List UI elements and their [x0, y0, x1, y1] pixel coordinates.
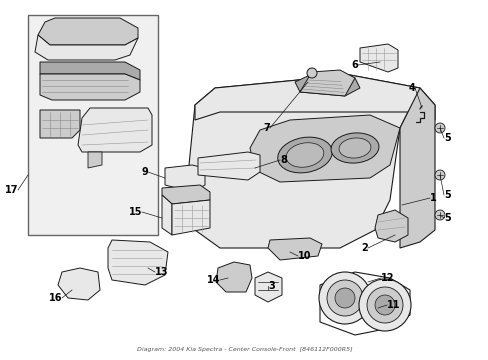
- Polygon shape: [294, 75, 359, 96]
- Polygon shape: [108, 240, 168, 285]
- Text: 11: 11: [386, 300, 400, 310]
- Text: 12: 12: [380, 273, 394, 283]
- Polygon shape: [40, 62, 140, 80]
- Polygon shape: [164, 165, 204, 192]
- Polygon shape: [162, 185, 209, 204]
- Polygon shape: [172, 200, 209, 235]
- Circle shape: [326, 280, 362, 316]
- Polygon shape: [267, 238, 321, 260]
- Polygon shape: [162, 195, 172, 235]
- Polygon shape: [254, 272, 282, 302]
- Polygon shape: [40, 74, 140, 100]
- Polygon shape: [28, 15, 158, 235]
- Polygon shape: [88, 152, 102, 168]
- Polygon shape: [78, 108, 152, 152]
- Text: 5: 5: [443, 133, 450, 143]
- Text: 15: 15: [128, 207, 142, 217]
- Circle shape: [434, 170, 444, 180]
- Polygon shape: [38, 18, 138, 45]
- Text: 13: 13: [155, 267, 168, 277]
- Ellipse shape: [338, 138, 370, 158]
- Polygon shape: [198, 152, 260, 180]
- Text: 16: 16: [48, 293, 62, 303]
- Polygon shape: [216, 262, 251, 292]
- Text: 6: 6: [350, 60, 357, 70]
- Polygon shape: [374, 210, 407, 242]
- Circle shape: [434, 123, 444, 133]
- Text: 17: 17: [4, 185, 18, 195]
- Text: 2: 2: [361, 243, 367, 253]
- Text: 5: 5: [443, 190, 450, 200]
- Ellipse shape: [285, 143, 323, 167]
- Text: 1: 1: [429, 193, 436, 203]
- Polygon shape: [299, 70, 354, 96]
- Polygon shape: [35, 35, 138, 60]
- Polygon shape: [195, 75, 434, 120]
- Polygon shape: [58, 268, 100, 300]
- Ellipse shape: [277, 137, 331, 173]
- Polygon shape: [40, 110, 80, 138]
- Polygon shape: [399, 88, 434, 248]
- Text: 3: 3: [267, 281, 274, 291]
- Text: 9: 9: [141, 167, 148, 177]
- Circle shape: [306, 68, 316, 78]
- Polygon shape: [184, 75, 419, 248]
- Circle shape: [334, 288, 354, 308]
- Circle shape: [318, 272, 370, 324]
- Text: 7: 7: [263, 123, 269, 133]
- Text: 8: 8: [280, 155, 286, 165]
- Polygon shape: [359, 44, 397, 72]
- Text: 4: 4: [407, 83, 414, 93]
- Circle shape: [358, 279, 410, 331]
- Text: 14: 14: [206, 275, 220, 285]
- Circle shape: [366, 287, 402, 323]
- Ellipse shape: [330, 133, 378, 163]
- Polygon shape: [249, 115, 399, 182]
- Circle shape: [434, 210, 444, 220]
- Text: 5: 5: [443, 213, 450, 223]
- Text: 10: 10: [297, 251, 311, 261]
- Circle shape: [374, 295, 394, 315]
- Text: Diagram: 2004 Kia Spectra - Center Console-Front  [846112F000R5]: Diagram: 2004 Kia Spectra - Center Conso…: [137, 347, 351, 352]
